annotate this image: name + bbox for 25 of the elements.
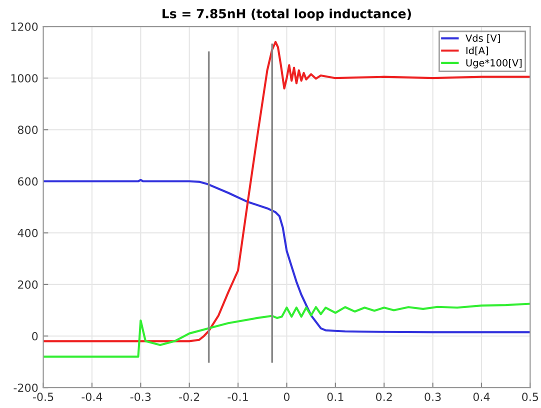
x-tick-label: -0.5 xyxy=(32,392,54,402)
x-tick-label: 0 xyxy=(284,392,290,402)
y-tick-label: 400 xyxy=(18,228,38,238)
y-tick-label: 0 xyxy=(32,332,38,340)
x-tick-label: -0.4 xyxy=(82,392,102,402)
x-tick-label: 0.4 xyxy=(473,392,490,402)
y-tick-label: 1000 xyxy=(11,74,38,82)
line-series xyxy=(43,178,530,334)
y-tick-label: -200 xyxy=(14,384,38,392)
legend-label: Id[A] xyxy=(466,46,488,56)
chart-title: Ls = 7.85nH (total loop inductance) xyxy=(162,8,411,21)
x-tick-label: 0.1 xyxy=(327,392,344,402)
x-tick-label: 0.5 xyxy=(522,392,538,402)
y-tick-label: 800 xyxy=(18,126,38,134)
x-tick-label: -0.2 xyxy=(179,392,200,402)
line-series xyxy=(43,302,530,358)
x-tick-label: -0.3 xyxy=(130,392,151,402)
x-tick-label: 0.3 xyxy=(424,392,441,402)
y-tick-label: 1200 xyxy=(11,22,38,31)
y-tick-label: 200 xyxy=(18,280,38,289)
x-tick-label: -0.1 xyxy=(228,392,248,402)
x-tick-label: 0.2 xyxy=(376,392,392,402)
y-tick-label: 600 xyxy=(18,177,38,186)
legend-label: Vds [V] xyxy=(466,34,500,43)
legend-label: Uge*100[V] xyxy=(466,58,522,68)
